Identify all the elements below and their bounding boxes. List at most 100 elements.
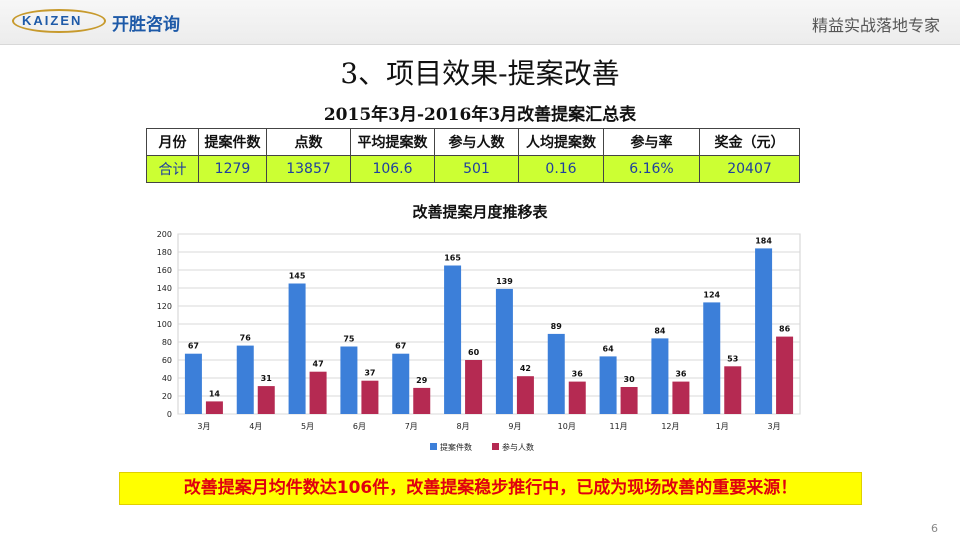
bar bbox=[465, 360, 483, 414]
table-header-cell: 月份 bbox=[146, 128, 199, 156]
x-tick-label: 11月 bbox=[609, 422, 627, 431]
table-header-cell: 平均提案数 bbox=[350, 128, 435, 156]
chart-title: 改善提案月度推移表 bbox=[412, 203, 548, 221]
data-label: 84 bbox=[654, 326, 666, 335]
data-label: 86 bbox=[779, 325, 791, 334]
logo-oval bbox=[12, 9, 106, 33]
table-cell: 106.6 bbox=[350, 155, 435, 183]
data-label: 53 bbox=[727, 354, 738, 363]
bar bbox=[309, 371, 327, 414]
bar bbox=[361, 380, 379, 414]
data-label: 64 bbox=[603, 344, 615, 353]
bar bbox=[184, 353, 202, 414]
bar bbox=[413, 387, 431, 414]
data-label: 37 bbox=[364, 369, 375, 378]
data-label: 165 bbox=[444, 254, 461, 263]
table-cell: 20407 bbox=[699, 155, 800, 183]
data-label: 60 bbox=[468, 348, 480, 357]
y-tick-label: 20 bbox=[162, 392, 172, 401]
y-tick-label: 140 bbox=[157, 284, 172, 293]
data-label: 184 bbox=[755, 236, 772, 245]
x-tick-label: 7月 bbox=[405, 422, 418, 431]
table-cell: 1279 bbox=[198, 155, 267, 183]
bar bbox=[340, 346, 358, 414]
data-label: 75 bbox=[343, 335, 355, 344]
table-header-row: 月份 提案件数 点数 平均提案数 参与人数 人均提案数 参与率 奖金（元） bbox=[146, 128, 800, 156]
data-label: 36 bbox=[572, 370, 584, 379]
x-tick-label: 1月 bbox=[716, 422, 729, 431]
data-label: 139 bbox=[496, 277, 513, 286]
bar bbox=[516, 376, 534, 414]
y-tick-label: 40 bbox=[162, 374, 172, 383]
y-tick-label: 120 bbox=[157, 302, 172, 311]
data-label: 30 bbox=[624, 375, 636, 384]
logo-mark: KAIZEN bbox=[22, 13, 83, 28]
x-tick-label: 5月 bbox=[301, 422, 314, 431]
data-label: 145 bbox=[289, 272, 306, 281]
table-total-row: 合计 1279 13857 106.6 501 0.16 6.16% 20407 bbox=[146, 155, 800, 183]
x-tick-label: 9月 bbox=[508, 422, 521, 431]
data-label: 67 bbox=[395, 342, 406, 351]
bar bbox=[568, 381, 586, 414]
bar bbox=[755, 248, 773, 414]
legend-swatch bbox=[492, 443, 499, 450]
table-title: 2015年3月-2016年3月改善提案汇总表 bbox=[323, 105, 637, 125]
conclusion-banner: 改善提案月均件数达106件，改善提案稳步推行中，已成为现场改善的重要来源！ bbox=[119, 472, 862, 505]
slide-title: 3、项目效果-提案改善 bbox=[340, 57, 620, 90]
bar bbox=[444, 265, 462, 414]
bar bbox=[724, 366, 742, 414]
x-tick-label: 8月 bbox=[457, 422, 470, 431]
table-header-cell: 参与率 bbox=[603, 128, 700, 156]
bar bbox=[236, 345, 254, 414]
bar bbox=[651, 338, 669, 414]
bar bbox=[547, 333, 565, 414]
y-tick-label: 0 bbox=[167, 410, 172, 419]
x-tick-label: 4月 bbox=[249, 422, 262, 431]
table-header-cell: 奖金（元） bbox=[699, 128, 800, 156]
bar bbox=[257, 386, 275, 414]
table-cell: 0.16 bbox=[518, 155, 604, 183]
x-tick-label: 3月 bbox=[768, 422, 781, 431]
legend-label: 参与人数 bbox=[502, 442, 534, 452]
bar bbox=[672, 381, 690, 414]
table-header-cell: 点数 bbox=[266, 128, 351, 156]
summary-table: 月份 提案件数 点数 平均提案数 参与人数 人均提案数 参与率 奖金（元） 合计… bbox=[146, 128, 800, 183]
y-tick-label: 200 bbox=[157, 230, 172, 239]
bar bbox=[776, 336, 794, 414]
x-tick-label: 12月 bbox=[661, 422, 679, 431]
data-label: 47 bbox=[313, 360, 324, 369]
bar bbox=[205, 401, 223, 414]
x-tick-label: 6月 bbox=[353, 422, 366, 431]
bar bbox=[392, 353, 410, 414]
header-band: KAIZEN 开胜咨询 精益实战落地专家 bbox=[0, 0, 960, 45]
data-label: 124 bbox=[703, 290, 720, 299]
slogan: 精益实战落地专家 bbox=[811, 16, 940, 35]
data-label: 29 bbox=[416, 376, 428, 385]
company-logo: KAIZEN 开胜咨询 bbox=[12, 7, 190, 35]
x-tick-label: 3月 bbox=[197, 422, 210, 431]
data-label: 67 bbox=[188, 342, 199, 351]
table-cell: 合计 bbox=[146, 155, 199, 183]
monthly-bar-chart: 0 20 40 60 80 100 120 140 160 180 200 67 14 3月 76 31 4月 1… bbox=[157, 230, 801, 452]
y-tick-label: 80 bbox=[162, 338, 172, 347]
bar bbox=[288, 283, 306, 414]
x-tick-label: 10月 bbox=[558, 422, 576, 431]
data-label: 42 bbox=[520, 364, 531, 373]
legend-swatch bbox=[430, 443, 437, 450]
company-name: 开胜咨询 bbox=[112, 15, 180, 35]
y-tick-label: 180 bbox=[157, 248, 172, 257]
data-label: 14 bbox=[209, 389, 221, 398]
bar bbox=[703, 302, 721, 414]
bar bbox=[599, 356, 617, 414]
table-cell: 6.16% bbox=[603, 155, 700, 183]
table-header-cell: 参与人数 bbox=[434, 128, 519, 156]
table-header-cell: 人均提案数 bbox=[518, 128, 604, 156]
table-cell: 13857 bbox=[266, 155, 351, 183]
table-header-cell: 提案件数 bbox=[198, 128, 267, 156]
bar bbox=[620, 387, 638, 414]
data-label: 36 bbox=[675, 370, 687, 379]
table-cell: 501 bbox=[434, 155, 519, 183]
y-tick-label: 160 bbox=[157, 266, 172, 275]
page-number: 6 bbox=[931, 522, 938, 535]
legend-label: 提案件数 bbox=[440, 442, 472, 452]
